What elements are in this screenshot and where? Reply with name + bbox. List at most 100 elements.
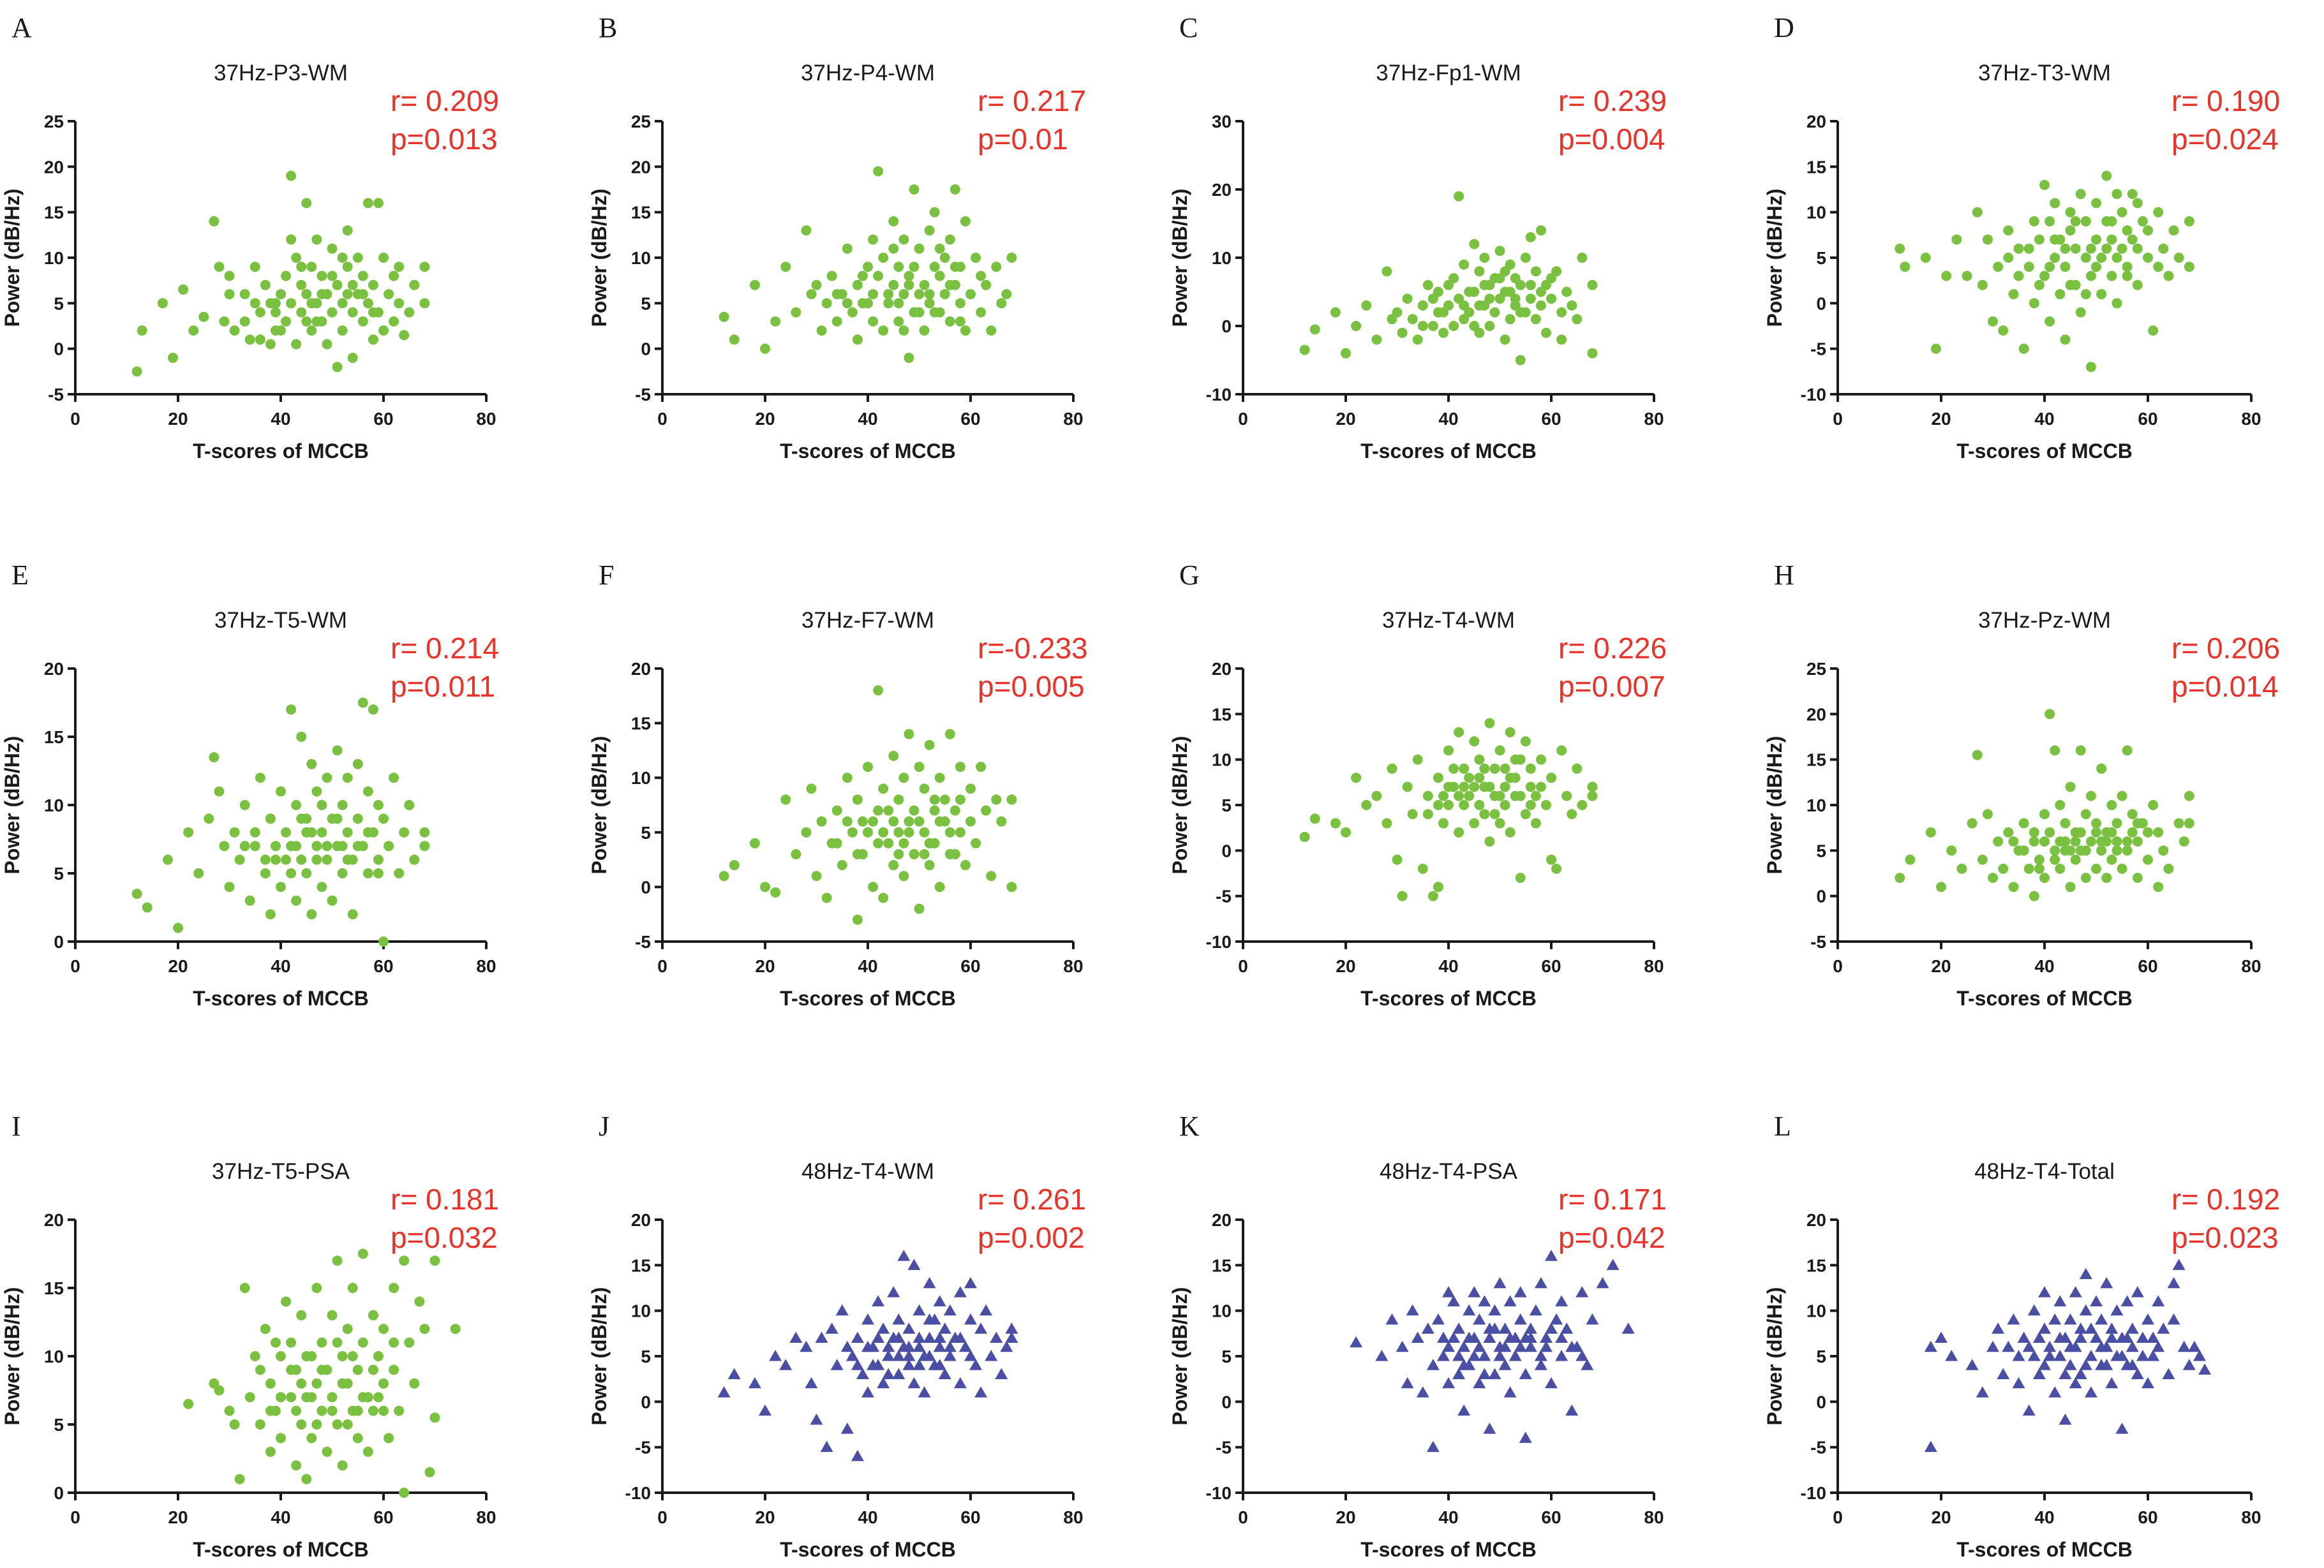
data-point xyxy=(939,289,950,300)
y-tick-label: 0 xyxy=(54,932,64,952)
x-tick-label: 80 xyxy=(1644,409,1664,429)
y-tick-label: 0 xyxy=(1221,1392,1232,1412)
data-point xyxy=(2038,1286,2051,1298)
data-point xyxy=(863,762,873,773)
data-point xyxy=(944,827,955,838)
x-axis-label: T-scores of MCCB xyxy=(780,987,956,1010)
data-point xyxy=(384,1433,394,1444)
data-point xyxy=(1540,800,1551,810)
data-point xyxy=(368,279,378,290)
data-point xyxy=(352,841,363,852)
p-value: p=0.002 xyxy=(978,1221,1085,1254)
data-point xyxy=(1006,882,1017,892)
data-point xyxy=(1519,1368,1532,1380)
data-point xyxy=(873,270,884,281)
data-point xyxy=(943,1304,957,1316)
data-points xyxy=(1895,170,2194,373)
y-tick-label: 20 xyxy=(44,659,64,679)
data-point xyxy=(2112,818,2122,829)
data-point xyxy=(923,1276,936,1289)
y-tick-label: -10 xyxy=(1801,385,1826,404)
x-tick-label: 80 xyxy=(1063,956,1083,976)
data-point xyxy=(904,816,914,827)
data-point xyxy=(1299,831,1310,842)
data-point xyxy=(980,1304,993,1316)
data-point xyxy=(898,234,909,245)
data-point xyxy=(1535,300,1546,311)
data-point xyxy=(1474,266,1485,277)
data-point xyxy=(727,1368,741,1380)
data-point xyxy=(1341,827,1351,838)
data-point xyxy=(1422,790,1433,801)
data-point xyxy=(1474,300,1485,311)
data-point xyxy=(2184,216,2194,226)
data-point xyxy=(1951,234,1962,245)
data-point xyxy=(337,325,348,336)
data-point xyxy=(1454,727,1464,737)
panel-title: 37Hz-P4-WM xyxy=(801,61,935,85)
y-tick-label: -10 xyxy=(1801,1483,1826,1503)
data-point xyxy=(907,1377,921,1389)
data-point xyxy=(373,1351,384,1361)
data-point xyxy=(337,298,348,309)
y-tick-label: 0 xyxy=(1816,887,1826,906)
data-point xyxy=(1452,1322,1466,1334)
data-point xyxy=(976,762,987,773)
data-point xyxy=(2043,1340,2057,1352)
data-point xyxy=(1529,1304,1542,1316)
data-point xyxy=(306,262,317,272)
data-point xyxy=(270,1337,281,1348)
x-tick-label: 80 xyxy=(476,409,496,429)
data-point xyxy=(2158,845,2169,856)
data-point xyxy=(1464,773,1475,783)
data-point xyxy=(1392,854,1403,865)
data-point xyxy=(2112,836,2122,847)
data-point xyxy=(1484,718,1495,729)
data-point xyxy=(306,758,317,769)
data-point xyxy=(2065,207,2076,218)
data-point xyxy=(883,838,894,848)
x-tick-label: 80 xyxy=(2241,1507,2261,1527)
data-point xyxy=(2070,216,2081,226)
data-point xyxy=(923,1313,936,1325)
data-point xyxy=(2050,253,2060,263)
data-point xyxy=(2085,790,2096,801)
data-point xyxy=(378,1324,389,1335)
data-point xyxy=(347,909,358,920)
y-tick-label: 25 xyxy=(1806,659,1826,679)
data-point xyxy=(286,704,297,715)
data-point xyxy=(229,325,240,336)
data-point xyxy=(362,298,373,309)
data-point xyxy=(244,895,255,906)
data-point xyxy=(2112,845,2122,856)
data-point xyxy=(255,1365,265,1375)
data-point xyxy=(1546,273,1556,284)
data-point xyxy=(1442,1377,1455,1389)
data-point xyxy=(873,805,884,816)
data-point xyxy=(306,1433,317,1444)
data-point xyxy=(2132,818,2143,829)
data-point xyxy=(974,1322,988,1334)
panel-title: 37Hz-T5-PSA xyxy=(212,1159,350,1184)
data-point xyxy=(2075,307,2086,318)
data-point xyxy=(1993,262,2004,272)
data-point xyxy=(938,1368,951,1380)
y-tick-label: 5 xyxy=(54,864,64,884)
data-point xyxy=(861,1340,874,1352)
data-point xyxy=(286,170,297,181)
data-point xyxy=(1535,781,1546,792)
panel-title: 37Hz-Pz-WM xyxy=(1978,608,2111,633)
data-point xyxy=(1935,1331,1948,1343)
data-point xyxy=(2131,1286,2144,1298)
data-point xyxy=(883,298,894,309)
data-point xyxy=(250,827,260,838)
data-point xyxy=(2112,298,2122,309)
y-axis-label: Power (dB/Hz) xyxy=(588,1287,611,1426)
data-point xyxy=(909,849,920,860)
x-tick-label: 0 xyxy=(1238,409,1248,429)
data-point xyxy=(332,1419,343,1430)
x-tick-label: 0 xyxy=(70,1507,80,1527)
data-point xyxy=(1500,763,1510,774)
data-point xyxy=(892,1313,905,1325)
data-point xyxy=(877,1322,890,1334)
